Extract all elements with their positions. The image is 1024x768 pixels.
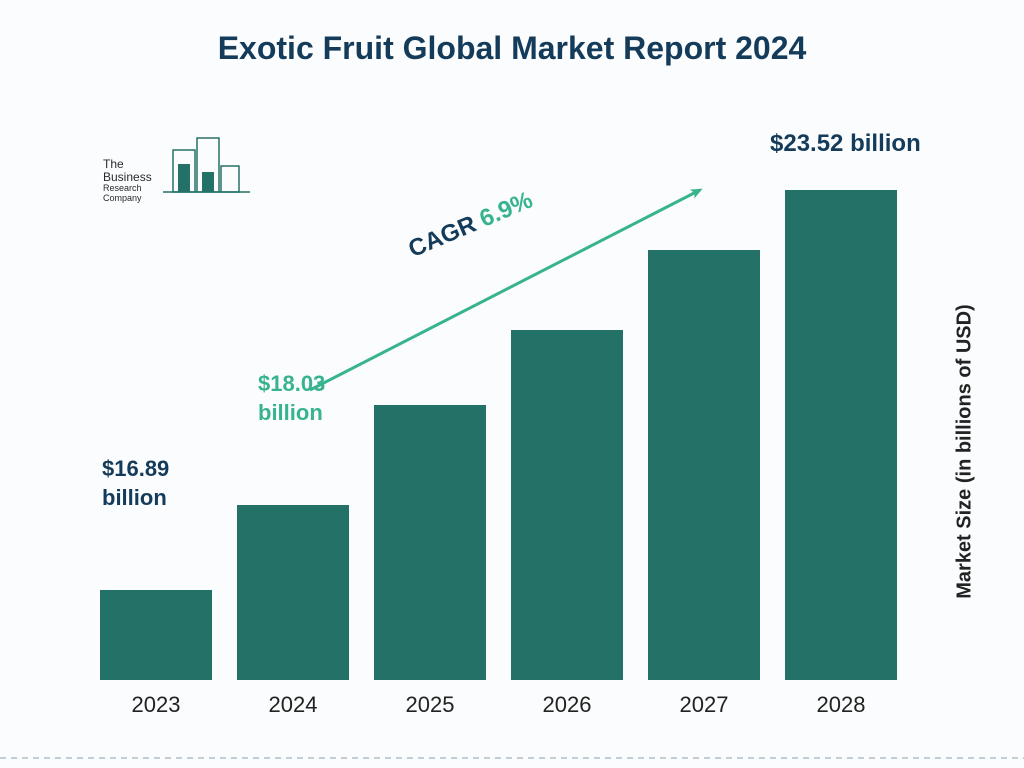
chart-container: Exotic Fruit Global Market Report 2024 T… — [0, 0, 1024, 768]
cagr-arrow — [0, 0, 1024, 768]
y-axis-label: Market Size (in billions of USD) — [954, 272, 977, 632]
bottom-dashed-border — [0, 756, 1024, 760]
